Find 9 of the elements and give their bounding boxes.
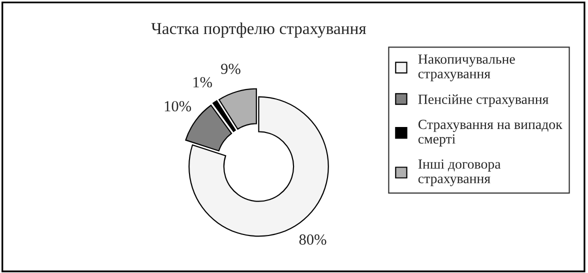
legend-label: Накопичувальне страхування	[418, 54, 515, 82]
data-label: 1%	[193, 77, 212, 88]
data-label: 10%	[164, 101, 192, 112]
legend-label: Страхування на випадок смерті	[418, 120, 562, 146]
chart-title: Частка портфелю страхування	[151, 22, 366, 38]
data-label: 9%	[221, 64, 240, 74]
legend-label: Пенсійне страхування	[418, 94, 548, 107]
legend-label: Інші договора страхування	[418, 159, 501, 186]
data-label: 80%	[299, 234, 326, 245]
